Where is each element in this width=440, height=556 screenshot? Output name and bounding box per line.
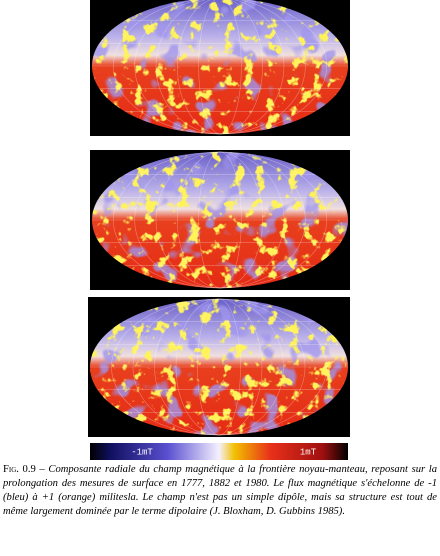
- graticule: [111, 298, 327, 436]
- graticule: [113, 0, 327, 135]
- graticule: [177, 0, 263, 135]
- graticule: [197, 298, 241, 436]
- colorbar: [90, 443, 348, 460]
- caption-label: Fig. 0.9 –: [3, 464, 45, 475]
- colorbar-max-label: 1mT: [300, 447, 317, 457]
- graticule: [175, 298, 263, 436]
- graticule: [134, 0, 306, 135]
- graticule: [198, 0, 242, 135]
- graticule: [132, 298, 306, 436]
- map: [90, 0, 350, 136]
- figure: -1mT 1mT: [88, 0, 350, 460]
- map: [88, 297, 350, 437]
- colorbar-min-label: -1mT: [131, 447, 153, 457]
- graticule: [134, 151, 306, 289]
- graticule: [154, 298, 284, 436]
- graticule: [113, 151, 327, 289]
- caption-text: Composante radiale du champ magnétique à…: [3, 464, 437, 517]
- graticule: [155, 0, 285, 135]
- graticule: [155, 151, 285, 289]
- map-speckle: [90, 299, 348, 435]
- graticule: [177, 151, 263, 289]
- graticule: [198, 151, 242, 289]
- caption: Fig. 0.9 – Composante radiale du champ m…: [3, 463, 437, 519]
- map: [90, 150, 350, 290]
- map-speckle: [92, 152, 348, 288]
- map-speckle: [92, 0, 348, 134]
